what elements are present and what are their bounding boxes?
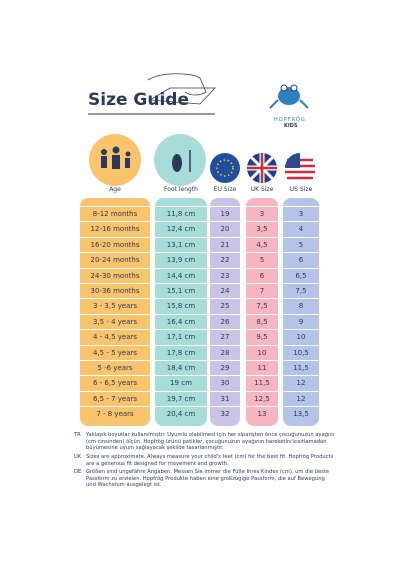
cell: 15,8 cm	[155, 298, 207, 313]
column-bg	[210, 198, 240, 426]
note-text: Sizes are approximate. Always measure yo…	[86, 454, 334, 467]
cell: 31	[210, 390, 240, 406]
cell: 32	[210, 406, 240, 421]
cell: 9,5	[246, 329, 278, 344]
cell: 6,5	[283, 267, 319, 283]
cell: 24	[210, 283, 240, 298]
note-text: Größen sind ungefähre Angaben. Messen Si…	[86, 469, 330, 489]
cell: 10	[246, 344, 278, 360]
column-bg	[80, 198, 150, 426]
cell: 10	[283, 329, 319, 344]
column-bg	[283, 198, 319, 426]
cell: 16,4 cm	[155, 313, 207, 329]
cell: 11,5	[283, 360, 319, 375]
cell: 11,5	[246, 375, 278, 390]
cell: 6	[283, 252, 319, 267]
cell: 13,5	[283, 406, 319, 421]
cell: 11	[246, 360, 278, 375]
column-header: EU Size	[213, 186, 237, 193]
cell: 5 -6 years	[80, 360, 150, 375]
cell: 8-12 months	[80, 206, 150, 221]
foot-sketch	[147, 73, 216, 105]
cell: 5	[283, 236, 319, 252]
cell: 19	[210, 206, 240, 221]
cell: 9	[283, 313, 319, 329]
cell: 29	[210, 360, 240, 375]
cell: 5	[246, 252, 278, 267]
note-lang: UK	[74, 454, 82, 460]
eu-flag	[210, 153, 240, 183]
cell: 12,4 cm	[155, 221, 207, 236]
cell: 30-36 months	[80, 283, 150, 298]
note: TR Yaklaşık boyutlar kullanılmıştır. Uyum…	[74, 432, 336, 452]
cell: 23	[210, 267, 240, 283]
cell: 15,1 cm	[155, 283, 207, 298]
note-lang: TR	[74, 432, 81, 438]
cell: 7,5	[283, 283, 319, 298]
cell: 27	[210, 329, 240, 344]
cell: 10,5	[283, 344, 319, 360]
cell: 4,5 - 5 years	[80, 344, 150, 360]
cell: 12-16 months	[80, 221, 150, 236]
cell: 16-20 months	[80, 236, 150, 252]
cell: 6	[246, 267, 278, 283]
cell: 3,5 - 4 years	[80, 313, 150, 329]
cell: 30	[210, 375, 240, 390]
cell: 4 - 4,5 years	[80, 329, 150, 344]
column-header: Age	[109, 186, 121, 193]
cell: 14,4 cm	[155, 267, 207, 283]
cell: 7	[246, 283, 278, 298]
cell: 20,4 cm	[155, 406, 207, 421]
cell: 13	[246, 406, 278, 421]
cell: 6,5 - 7 years	[80, 390, 150, 406]
column-header: UK Size	[250, 186, 274, 193]
note: UK Sizes are approximate. Always measure …	[74, 454, 336, 467]
cell: 22	[210, 252, 240, 267]
note: DE Größen sind ungefähre Angaben. Messen …	[74, 469, 336, 489]
logo	[269, 84, 309, 109]
brand-sub: KIDS	[284, 123, 298, 129]
us-flag	[285, 153, 315, 183]
note-lang: DE	[74, 469, 82, 475]
cell: 3	[283, 206, 319, 221]
cell: 20	[210, 221, 240, 236]
brand: HOPFRÖG	[274, 117, 306, 123]
cell: 12	[283, 375, 319, 390]
cell: 21	[210, 236, 240, 252]
cell: 3 - 3,5 years	[80, 298, 150, 313]
cell: 6 - 6,5 years	[80, 375, 150, 390]
cell: 19 cm	[155, 375, 207, 390]
uk-flag	[247, 153, 277, 183]
cell: 28	[210, 344, 240, 360]
cell: 3	[246, 206, 278, 221]
cell: 13,9 cm	[155, 252, 207, 267]
title: Size Guide	[88, 90, 189, 110]
cell: 17,1 cm	[155, 329, 207, 344]
cell: 19,7 cm	[155, 390, 207, 406]
cell: 24-30 months	[80, 267, 150, 283]
column-bg	[246, 198, 278, 426]
cell: 18,4 cm	[155, 360, 207, 375]
column-header: Foot length	[164, 186, 198, 193]
column-header: US Size	[289, 186, 313, 193]
cell: 11,8 cm	[155, 206, 207, 221]
cell: 12,5	[246, 390, 278, 406]
cell: 25	[210, 298, 240, 313]
cell: 12	[283, 390, 319, 406]
cell: 7 - 8 years	[80, 406, 150, 421]
cell: 20-24 months	[80, 252, 150, 267]
cell: 8	[283, 298, 319, 313]
cell: 4,5	[246, 236, 278, 252]
cell: 3,5	[246, 221, 278, 236]
cell: 17,8 cm	[155, 344, 207, 360]
cell: 13,1 cm	[155, 236, 207, 252]
column-bg	[155, 198, 207, 426]
cell: 26	[210, 313, 240, 329]
cell: 7,5	[246, 298, 278, 313]
note-text: Yaklaşık boyutlar kullanılmıştır. Uyumlu…	[86, 432, 335, 452]
cell: 8,5	[246, 313, 278, 329]
cell: 4	[283, 221, 319, 236]
